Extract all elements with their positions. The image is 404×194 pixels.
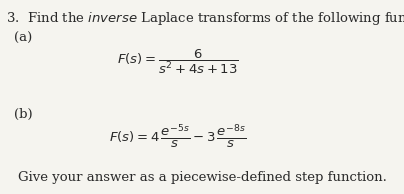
Text: $F(s) = 4\,\dfrac{e^{-5s}}{s} - 3\,\dfrac{e^{-8s}}{s}$: $F(s) = 4\,\dfrac{e^{-5s}}{s} - 3\,\dfra… xyxy=(109,122,246,150)
Text: (a): (a) xyxy=(14,32,32,45)
Text: 3.  Find the $\mathit{inverse}$ Laplace transforms of the following functions.: 3. Find the $\mathit{inverse}$ Laplace t… xyxy=(6,10,404,27)
Text: Give your answer as a piecewise-defined step function.: Give your answer as a piecewise-defined … xyxy=(17,171,387,184)
Text: $F(s) = \dfrac{6}{s^2 + 4s + 13}$: $F(s) = \dfrac{6}{s^2 + 4s + 13}$ xyxy=(117,48,238,76)
Text: (b): (b) xyxy=(14,108,33,121)
